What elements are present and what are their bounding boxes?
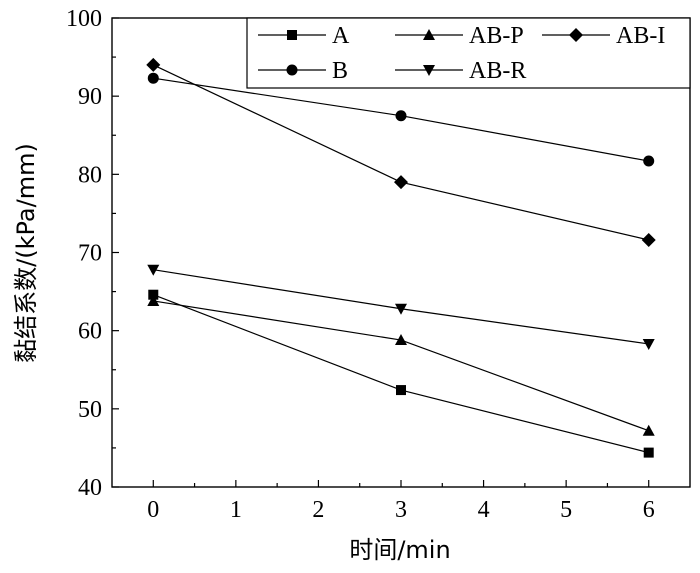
data-point: [148, 289, 159, 300]
legend-label: AB-R: [469, 58, 526, 84]
series-line: [153, 300, 649, 432]
legend-label: AB-I: [616, 23, 665, 49]
x-tick-label: 2: [312, 497, 324, 523]
series-ab-p: [147, 294, 655, 436]
data-point: [642, 424, 655, 436]
y-tick-label: 60: [78, 319, 102, 345]
y-tick-label: 80: [78, 162, 102, 188]
x-tick-label: 4: [478, 497, 490, 523]
legend-item: A: [258, 23, 350, 49]
series-line: [153, 294, 649, 454]
legend-marker: [286, 64, 298, 76]
y-tick-label: 70: [78, 241, 102, 267]
legend-marker: [423, 65, 435, 76]
data-point: [147, 264, 160, 276]
x-tick-label: 3: [395, 497, 407, 523]
data-point: [395, 303, 407, 315]
x-tick-label: 6: [643, 497, 655, 523]
legend-item: AB-P: [395, 23, 524, 49]
legend-marker: [569, 28, 583, 42]
legend-item: AB-I: [542, 23, 665, 49]
data-point: [641, 232, 656, 247]
x-tick-label: 1: [230, 497, 242, 523]
data-point: [147, 294, 160, 306]
series-layer: [146, 57, 656, 458]
legend-box: [246, 17, 691, 89]
legend-marker: [287, 30, 297, 40]
legend-item: AB-R: [395, 58, 526, 84]
y-tick-label: 100: [66, 6, 102, 32]
legend-label: B: [332, 58, 348, 84]
legend: A AB-P AB-I B AB-R: [246, 17, 691, 89]
data-point: [146, 57, 161, 72]
series-a: [148, 289, 654, 458]
legend-label: AB-P: [469, 23, 524, 49]
data-point: [643, 155, 655, 167]
data-point: [395, 334, 407, 346]
y-tick-label: 50: [78, 397, 102, 423]
x-tick-label: 0: [147, 497, 159, 523]
y-tick-label: 90: [78, 84, 102, 110]
y-tick-label: 40: [78, 475, 102, 501]
x-tick-label: 5: [560, 497, 572, 523]
legend-label: A: [332, 23, 350, 49]
series-line: [153, 64, 649, 241]
x-axis-title: 时间/min: [349, 536, 450, 564]
data-point: [394, 175, 408, 190]
data-point: [642, 338, 655, 350]
series-ab-i: [146, 57, 656, 247]
data-point: [395, 110, 407, 122]
y-axis-title: 黏结系数/(kPa/mm): [12, 143, 40, 363]
axes: 0 1 2 3 4 5 6 40 50 60 70 80 90 100: [66, 6, 691, 523]
legend-item: B: [258, 58, 348, 84]
series-b: [147, 72, 655, 167]
data-point: [396, 385, 406, 396]
series-ab-r: [147, 264, 655, 350]
data-point: [147, 72, 159, 84]
legend-marker: [423, 29, 435, 40]
data-point: [643, 447, 654, 458]
